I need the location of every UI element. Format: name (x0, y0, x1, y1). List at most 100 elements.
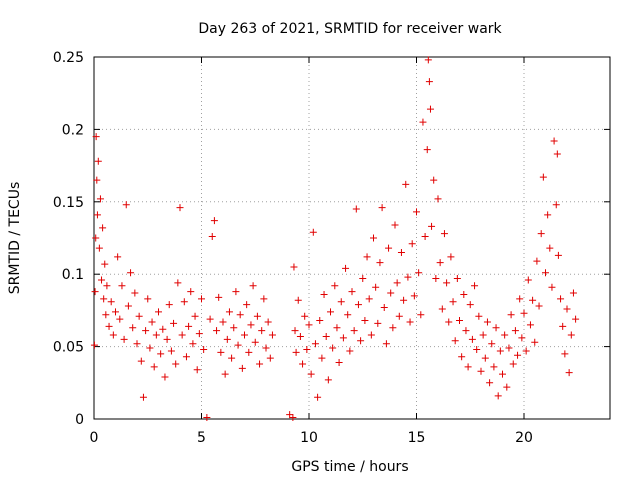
data-point (139, 393, 147, 401)
data-point (468, 335, 476, 343)
data-point (352, 205, 360, 213)
data-point (331, 282, 339, 290)
data-point (116, 315, 124, 323)
data-point (230, 324, 238, 332)
data-point (124, 302, 132, 310)
data-point (382, 340, 390, 348)
data-point (514, 351, 522, 359)
data-point (539, 173, 547, 181)
data-point (471, 282, 479, 290)
data-point (475, 312, 483, 320)
data-point (546, 244, 554, 252)
data-point (370, 234, 377, 242)
data-point (93, 211, 101, 219)
data-point (557, 295, 565, 303)
data-point (294, 296, 302, 304)
data-series (90, 56, 580, 422)
data-point (404, 273, 412, 281)
data-point (430, 176, 438, 184)
data-point (142, 327, 150, 335)
data-point (492, 324, 500, 332)
data-point (238, 364, 246, 372)
data-point (335, 359, 343, 367)
data-point (397, 248, 405, 256)
data-point (210, 217, 218, 225)
data-point (327, 308, 334, 316)
data-point (479, 331, 487, 339)
data-point (344, 311, 352, 319)
data-point (350, 327, 358, 335)
data-point (292, 348, 300, 356)
data-point (290, 263, 298, 271)
data-point (503, 383, 511, 391)
data-point (426, 105, 434, 113)
data-point (114, 253, 122, 261)
y-tick-label: 0.25 (53, 50, 84, 66)
data-point (258, 327, 266, 335)
data-point (122, 201, 130, 209)
data-point (200, 345, 208, 353)
data-point (354, 301, 362, 309)
data-point (410, 292, 418, 300)
data-point (548, 283, 556, 291)
data-point (385, 244, 393, 252)
data-point (520, 309, 528, 317)
data-point (509, 360, 517, 368)
data-point (291, 327, 299, 335)
data-point (131, 289, 139, 297)
data-point (219, 318, 227, 326)
data-point (507, 311, 515, 319)
data-point (563, 305, 571, 313)
data-point (311, 340, 319, 348)
data-point (561, 350, 569, 358)
y-tick-label: 0.1 (62, 267, 84, 283)
data-point (477, 367, 485, 375)
x-tick-label: 5 (197, 430, 206, 446)
data-point (376, 259, 384, 267)
data-point (314, 393, 322, 401)
data-point (191, 312, 199, 320)
data-point (165, 301, 173, 309)
data-point (266, 354, 274, 362)
data-point (486, 379, 494, 387)
data-point (286, 411, 294, 419)
data-point (206, 315, 214, 323)
data-point (387, 289, 395, 297)
data-point (161, 373, 169, 381)
data-point (150, 363, 158, 371)
data-point (170, 319, 178, 327)
data-point (413, 208, 420, 216)
data-point (299, 360, 307, 368)
data-point (451, 337, 459, 345)
data-point (438, 305, 446, 313)
data-point (92, 133, 100, 141)
data-point (348, 288, 356, 296)
data-point (531, 338, 539, 346)
data-point (432, 275, 440, 283)
data-point (544, 211, 552, 219)
data-point (236, 311, 244, 319)
data-point (391, 221, 399, 229)
data-point (389, 324, 397, 332)
data-point (453, 275, 461, 283)
data-point (264, 318, 272, 326)
data-point (565, 369, 573, 377)
data-point (91, 288, 99, 296)
data-point (535, 302, 543, 310)
data-point (316, 317, 324, 325)
data-point (518, 334, 526, 342)
plot-frame (93, 56, 611, 420)
data-point (393, 279, 401, 287)
data-point (436, 259, 444, 267)
data-point (159, 325, 167, 333)
data-point (324, 376, 332, 384)
data-point (118, 282, 126, 290)
y-tick-label: 0.2 (62, 122, 84, 138)
data-point (365, 295, 373, 303)
data-point (374, 319, 382, 327)
data-point (247, 321, 255, 329)
data-point (95, 244, 103, 252)
data-point (249, 282, 257, 290)
data-point (241, 331, 248, 339)
